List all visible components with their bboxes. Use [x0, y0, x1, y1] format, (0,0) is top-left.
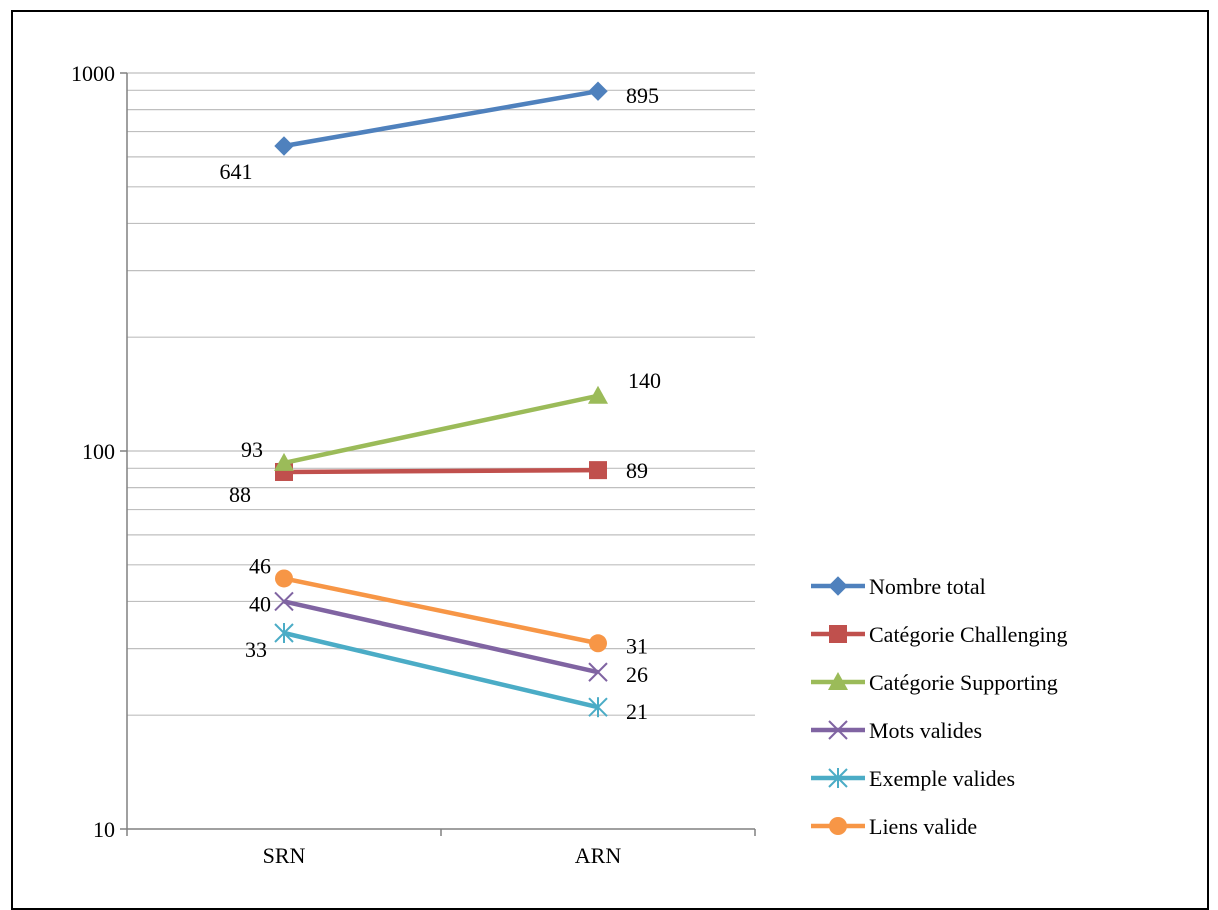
legend-item: Liens valide	[811, 814, 977, 839]
data-labels: 641 895 88 89 93 140 40 26 33 21 46 31	[220, 83, 662, 724]
y-tick-label: 100	[82, 439, 115, 464]
data-point	[588, 662, 608, 682]
legend-marker	[828, 576, 848, 596]
data-label: 140	[628, 368, 661, 393]
legend-label: Liens valide	[869, 814, 977, 839]
data-point	[588, 697, 608, 718]
y-tick-label: 10	[93, 817, 115, 842]
data-point	[274, 591, 294, 612]
legend-marker	[829, 625, 847, 643]
data-point	[589, 461, 607, 480]
data-label: 895	[626, 83, 659, 108]
legend-label: Exemple valides	[869, 766, 1015, 791]
data-point	[589, 634, 607, 653]
data-label: 21	[626, 699, 648, 724]
series-line	[283, 88, 599, 149]
series-line	[283, 599, 599, 675]
legend-label: Mots valides	[869, 718, 982, 743]
data-point	[275, 569, 293, 588]
data-point	[274, 452, 294, 471]
data-label: 33	[245, 637, 267, 662]
data-point	[588, 385, 608, 404]
data-label: 40	[249, 591, 271, 616]
legend-label: Catégorie Supporting	[869, 670, 1058, 695]
legend-item: Mots valides	[811, 718, 982, 743]
legend: Nombre total Catégorie Challenging Catégor…	[811, 574, 1068, 839]
legend-item: Exemple valides	[811, 766, 1015, 791]
legend-item: Catégorie Challenging	[811, 622, 1068, 647]
legend-marker	[828, 768, 848, 788]
chart-frame	[11, 10, 1209, 910]
x-tick-label: SRN	[263, 843, 306, 868]
gridlines	[127, 72, 755, 716]
data-point	[274, 623, 294, 644]
legend-label: Nombre total	[869, 574, 986, 599]
y-tick-label: 1000	[71, 61, 115, 86]
series-line	[283, 630, 599, 710]
series-line	[283, 393, 599, 466]
x-tick-label: ARN	[575, 843, 622, 868]
legend-marker	[829, 817, 847, 835]
legend-label: Catégorie Challenging	[869, 622, 1068, 647]
data-point	[588, 81, 608, 101]
series-lines	[274, 81, 608, 718]
axes: 10 100 1000 SRN ARN	[71, 61, 756, 868]
data-label: 31	[626, 633, 648, 658]
data-label: 89	[626, 458, 648, 483]
legend-item: Catégorie Supporting	[811, 670, 1058, 695]
legend-marker	[828, 720, 848, 740]
data-label: 88	[229, 482, 251, 507]
legend-item: Nombre total	[811, 574, 986, 599]
data-label: 641	[220, 159, 253, 184]
data-label: 26	[626, 662, 648, 687]
data-label: 93	[241, 437, 263, 462]
legend-marker	[828, 672, 848, 690]
series-line	[283, 576, 599, 646]
data-label: 46	[249, 553, 271, 578]
series-line	[283, 467, 599, 475]
data-point	[274, 136, 294, 156]
